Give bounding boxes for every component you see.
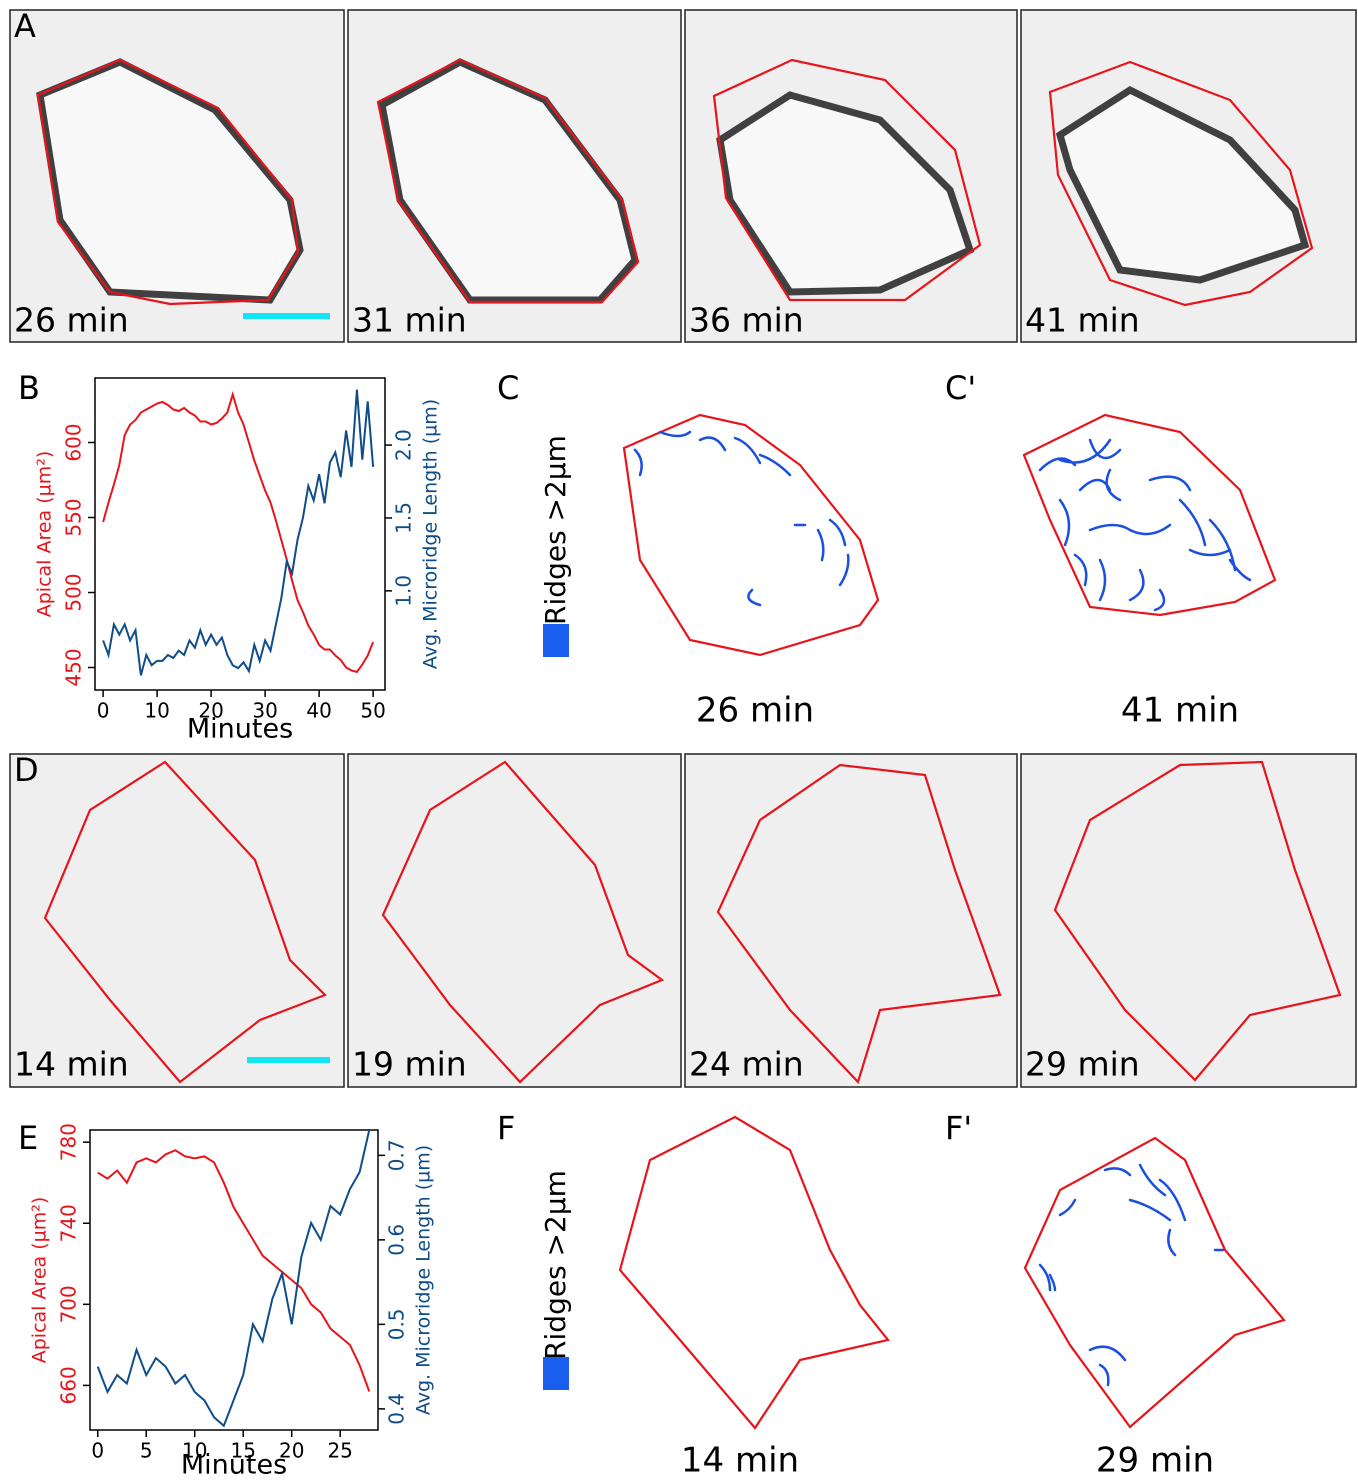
- x-tick-label: 10: [182, 1439, 207, 1463]
- panel-label: F: [497, 1109, 515, 1147]
- image-row-a: A 26 min 31 min 36 min 41 min: [9, 7, 1357, 343]
- time-label: 26 min: [14, 301, 129, 340]
- cell-outline: [376, 58, 640, 304]
- panel-label: A: [14, 7, 36, 45]
- y-tick-label: 450: [62, 648, 86, 686]
- panel-label: B: [18, 369, 40, 407]
- x-tick-label: 15: [230, 1439, 255, 1463]
- time-label: 29 min: [1096, 1441, 1214, 1481]
- time-label: 24 min: [689, 1045, 804, 1084]
- y-axis-title: Apical Area (µm²): [29, 1197, 51, 1364]
- panel-label: D: [14, 751, 39, 789]
- data-line: [102, 391, 375, 674]
- ridges: [1038, 1163, 1225, 1387]
- y-tick-label: 660: [57, 1366, 81, 1404]
- cell-outline: [43, 760, 327, 1084]
- cell-outline: [36, 58, 300, 306]
- cell-outline: [712, 58, 982, 302]
- x-tick-label: 10: [144, 699, 169, 723]
- micrograph: [347, 753, 682, 1088]
- y2-tick-label: 0.6: [385, 1224, 409, 1256]
- panel-c: C Ridges >2µm 26 min C' 41 min: [497, 369, 1277, 731]
- panel-label: C': [945, 369, 976, 407]
- time-label: 14 min: [681, 1441, 799, 1481]
- panel-label: C: [497, 369, 519, 407]
- side-label: Ridges >2µm: [539, 435, 572, 625]
- x-tick-label: 40: [306, 699, 331, 723]
- x-tick-label: 0: [91, 1439, 104, 1463]
- plot-frame: [94, 377, 386, 691]
- y-tick-label: 740: [57, 1204, 81, 1242]
- x-tick-label: 5: [140, 1439, 153, 1463]
- cell-outline: [618, 1115, 890, 1430]
- image-row-d: D 14 min 19 min 24 min 29 min: [9, 751, 1357, 1088]
- legend-swatch: [543, 624, 569, 657]
- data-line: [102, 389, 375, 676]
- y2-axis-title: Avg. Microridge Length (µm): [413, 1145, 435, 1415]
- panel-f: F Ridges >2µm 14 min F' 29 min: [497, 1109, 1286, 1481]
- panel-label: E: [18, 1119, 38, 1157]
- y2-tick-label: 0.7: [385, 1139, 409, 1171]
- y2-tick-label: 0.4: [385, 1393, 409, 1425]
- x-axis-title: Minutes: [181, 1450, 287, 1481]
- y2-tick-label: 0.5: [385, 1308, 409, 1340]
- ridges: [1038, 438, 1252, 612]
- y-tick-label: 550: [62, 498, 86, 536]
- x-tick-label: 25: [327, 1439, 352, 1463]
- time-label: 19 min: [352, 1045, 467, 1084]
- time-label: 14 min: [14, 1045, 129, 1084]
- panel-label: F': [945, 1109, 972, 1147]
- time-label: 36 min: [689, 301, 804, 340]
- cell-outline: [1022, 413, 1277, 617]
- time-label: 41 min: [1121, 691, 1239, 731]
- y2-tick-label: 1.5: [392, 502, 416, 534]
- y-tick-label: 700: [57, 1285, 81, 1323]
- side-label: Ridges >2µm: [539, 1170, 572, 1360]
- time-label: 26 min: [696, 691, 814, 731]
- y2-tick-label: 2.0: [392, 429, 416, 461]
- cell-outline: [1053, 760, 1342, 1082]
- micrograph: [684, 753, 1018, 1088]
- y-axis-title: Apical Area (µm²): [34, 451, 56, 618]
- cell: [716, 91, 975, 296]
- cell-outline: [716, 763, 1002, 1085]
- y-tick-label: 780: [57, 1123, 81, 1161]
- time-label: 31 min: [352, 301, 467, 340]
- cell: [36, 58, 304, 304]
- data-line: [97, 1149, 371, 1392]
- y2-tick-label: 1.0: [392, 575, 416, 607]
- cell-outline: [1048, 60, 1314, 307]
- micrograph: [1020, 753, 1357, 1088]
- x-tick-label: 0: [97, 699, 110, 723]
- cell: [378, 58, 639, 304]
- cell-outline: [381, 760, 665, 1084]
- legend-swatch: [543, 1357, 569, 1390]
- cell-outline: [1023, 1136, 1286, 1429]
- plot-frame: [89, 1129, 379, 1431]
- cell-outline: [622, 413, 880, 657]
- x-tick-label: 50: [360, 699, 385, 723]
- x-tick-label: 20: [279, 1439, 304, 1463]
- time-label: 41 min: [1025, 301, 1140, 340]
- micrograph: [9, 753, 345, 1088]
- ridges: [633, 430, 850, 607]
- time-label: 29 min: [1025, 1045, 1140, 1084]
- y2-axis-title: Avg. Microridge Length (µm): [420, 399, 442, 669]
- x-axis-title: Minutes: [187, 714, 293, 745]
- data-line: [96, 1129, 371, 1428]
- cell: [1055, 85, 1310, 284]
- x-tick-label: 20: [198, 699, 223, 723]
- y-tick-label: 600: [62, 423, 86, 461]
- x-tick-label: 30: [252, 699, 277, 723]
- y-tick-label: 500: [62, 573, 86, 611]
